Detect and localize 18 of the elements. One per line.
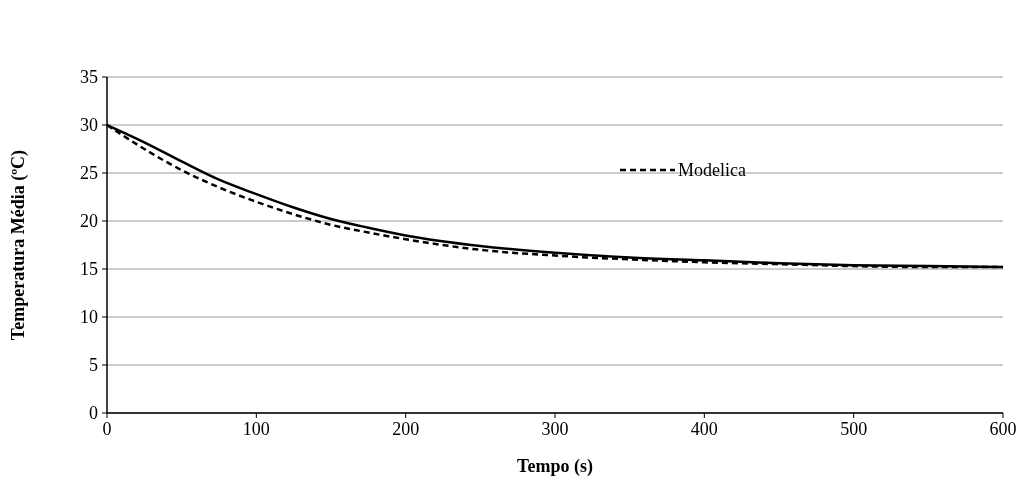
x-axis-title: Tempo (s) (517, 456, 593, 477)
y-axis-title: Temperatura Média (ºC) (8, 149, 29, 341)
x-tick-label: 100 (242, 419, 270, 439)
x-tick-label: 400 (690, 419, 718, 439)
y-tick-label: 25 (80, 163, 98, 184)
y-tick-label: 30 (80, 115, 98, 136)
x-tick-label: 600 (989, 419, 1017, 439)
x-tick-label: 200 (392, 419, 420, 439)
y-tick-label: 0 (89, 403, 98, 424)
x-tick-label: 500 (840, 419, 868, 439)
x-tick-label: 300 (541, 419, 569, 439)
legend-label: Modelica (678, 160, 746, 181)
y-tick-label: 5 (89, 355, 98, 376)
y-tick-label: 15 (80, 259, 98, 280)
x-tick-label: 0 (102, 419, 112, 439)
y-tick-label: 10 (80, 307, 98, 328)
y-tick-label: 20 (80, 211, 98, 232)
y-tick-label: 35 (80, 67, 98, 88)
